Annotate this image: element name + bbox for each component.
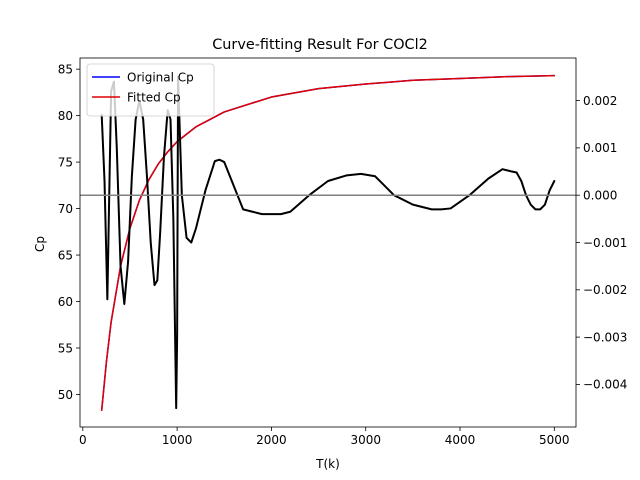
y-axis-label: Cp [33, 236, 47, 252]
y2-tick-label: −0.004 [583, 378, 627, 392]
x-tick-label: 0 [79, 433, 87, 447]
y2-tick-label: −0.002 [583, 283, 627, 297]
x-tick-label: 5000 [539, 433, 570, 447]
y2-tick-label: −0.003 [583, 330, 627, 344]
y-tick-label: 75 [58, 155, 73, 169]
y-tick-label: 55 [58, 341, 73, 355]
y-tick-label: 70 [58, 202, 73, 216]
x-tick-label: 4000 [445, 433, 476, 447]
legend-label-original-cp: Original Cp [127, 70, 194, 84]
y-tick-label: 85 [58, 62, 73, 76]
y2-tick-label: 0.002 [583, 94, 617, 108]
x-tick-label: 3000 [350, 433, 381, 447]
x-tick-label: 2000 [256, 433, 287, 447]
y-tick-label: 65 [58, 248, 73, 262]
y-tick-label: 80 [58, 109, 73, 123]
chart-title: Curve-fitting Result For COCl2 [212, 37, 428, 53]
y-tick-label: 50 [58, 388, 73, 402]
legend-label-fitted-cp: Fitted Cp [127, 90, 181, 104]
axes: 0 1000 2000 3000 4000 5000 50 55 60 65 70 75 80 85 −0.… [58, 57, 627, 447]
x-axis-label: T(k) [315, 457, 340, 471]
x-tick-label: 1000 [162, 433, 193, 447]
y2-tick-label: 0.000 [583, 188, 617, 202]
y-tick-label: 60 [58, 295, 73, 309]
legend: Original Cp Fitted Cp [86, 63, 215, 117]
y2-tick-label: 0.001 [583, 141, 617, 155]
y2-tick-label: −0.001 [583, 236, 627, 250]
